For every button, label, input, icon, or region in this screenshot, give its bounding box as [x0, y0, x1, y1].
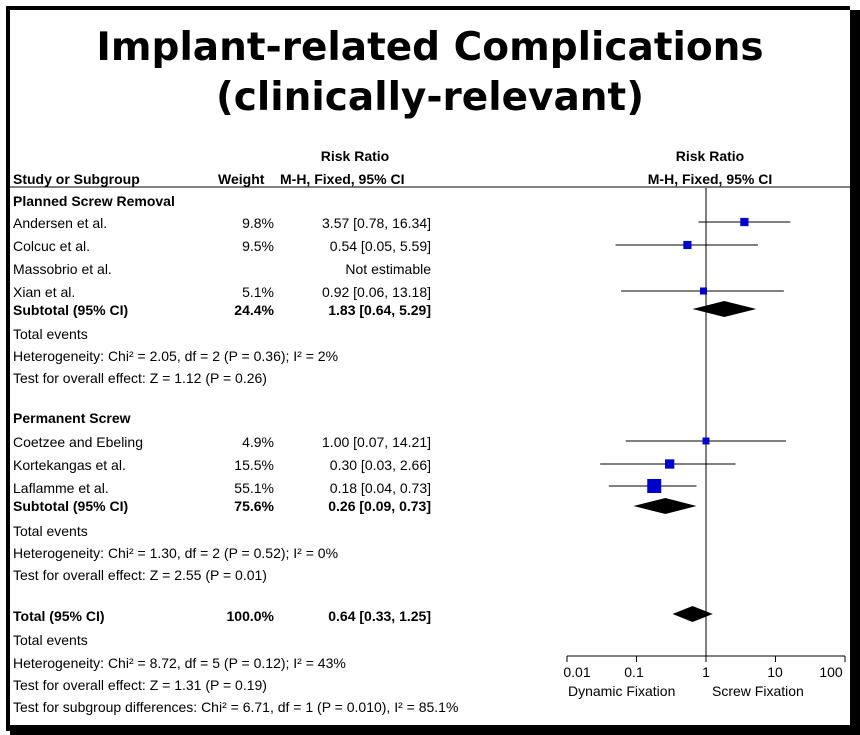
study-weight: 5.1% [242, 284, 274, 300]
total-weight: 100.0% [226, 608, 274, 624]
heterogeneity-text: Heterogeneity: Chi² = 1.30, df = 2 (P = … [13, 545, 339, 561]
title-line-1: Implant-related Complications [96, 25, 764, 70]
study-marker [740, 217, 749, 227]
study-name: Colcuc et al. [13, 238, 91, 254]
frame-shadow-right [850, 10, 860, 735]
overall-effect-text: Test for overall effect: Z = 1.31 (P = 0… [13, 677, 267, 693]
x-tick-label: 0.01 [563, 664, 591, 680]
study-ci: 1.00 [0.07, 14.21] [322, 434, 431, 450]
axis-right-label: Screw Fixation [712, 683, 804, 699]
study-name: Coetzee and Ebeling [13, 434, 143, 450]
subgroup-diff-text: Test for subgroup differences: Chi² = 6.… [13, 699, 459, 715]
plot-header-top: Risk Ratio [675, 148, 745, 164]
x-tick-label: 0.1 [624, 664, 644, 680]
study-marker [647, 479, 662, 493]
pooled-diamond [633, 498, 697, 514]
weight-header: Weight [218, 171, 265, 187]
study-ci: 0.18 [0.04, 0.73] [329, 480, 431, 496]
study-ci: 0.30 [0.03, 2.66] [329, 457, 431, 473]
pooled-diamond [692, 301, 757, 317]
study-weight: 15.5% [234, 457, 274, 473]
study-name: Xian et al. [13, 284, 76, 300]
study-weight: 9.8% [242, 215, 274, 231]
heterogeneity-text: Heterogeneity: Chi² = 8.72, df = 5 (P = … [13, 655, 346, 671]
subtotal-label: Subtotal (95% CI) [13, 302, 129, 318]
total-label: Total (95% CI) [13, 608, 105, 624]
total-events-label: Total events [13, 523, 88, 539]
study-weight: 55.1% [234, 480, 274, 496]
heterogeneity-text: Heterogeneity: Chi² = 2.05, df = 2 (P = … [13, 348, 339, 364]
x-tick-label: 100 [819, 664, 843, 680]
overall-effect-text: Test for overall effect: Z = 2.55 (P = 0… [13, 567, 267, 583]
study-name: Kortekangas et al. [13, 457, 126, 473]
study-name: Laflamme et al. [13, 480, 109, 496]
study-marker [683, 240, 692, 250]
rr-header-top: Risk Ratio [320, 148, 390, 164]
study-marker [665, 459, 675, 469]
title-line-2: (clinically-relevant) [215, 75, 645, 120]
study-name: Massobrio et al. [13, 261, 112, 277]
group-1-title: Planned Screw Removal [13, 193, 175, 209]
total-events-label: Total events [13, 632, 88, 648]
pooled-diamond [672, 606, 713, 622]
x-tick-label: 10 [767, 664, 783, 680]
study-ci: Not estimable [345, 261, 431, 277]
study-weight: 9.5% [242, 238, 274, 254]
study-marker [699, 287, 708, 295]
plot-header-bottom: M-H, Fixed, 95% CI [647, 171, 773, 187]
rr-header-bottom: M-H, Fixed, 95% CI [280, 171, 405, 187]
study-name: Andersen et al. [13, 215, 108, 231]
group-2-title: Permanent Screw [13, 410, 131, 426]
study-weight: 4.9% [242, 434, 274, 450]
study-ci: 0.92 [0.06, 13.18] [322, 284, 431, 300]
study-ci: 3.57 [0.78, 16.34] [322, 215, 431, 231]
total-events-label: Total events [13, 326, 88, 342]
axis-left-label: Dynamic Fixation [568, 683, 676, 699]
subtotal-label: Subtotal (95% CI) [13, 498, 129, 514]
frame-shadow-bottom [10, 725, 860, 735]
x-tick-label: 1 [702, 664, 710, 680]
subtotal-ci: 1.83 [0.64, 5.29] [328, 302, 431, 318]
overall-effect-text: Test for overall effect: Z = 1.12 (P = 0… [13, 370, 267, 386]
subtotal-weight: 24.4% [234, 302, 274, 318]
study-ci: 0.54 [0.05, 5.59] [329, 238, 431, 254]
subtotal-ci: 0.26 [0.09, 0.73] [328, 498, 431, 514]
slide-frame [6, 6, 850, 731]
study-marker [702, 437, 710, 445]
study-header: Study or Subgroup [13, 171, 140, 187]
total-ci: 0.64 [0.33, 1.25] [328, 608, 431, 624]
subtotal-weight: 75.6% [234, 498, 274, 514]
